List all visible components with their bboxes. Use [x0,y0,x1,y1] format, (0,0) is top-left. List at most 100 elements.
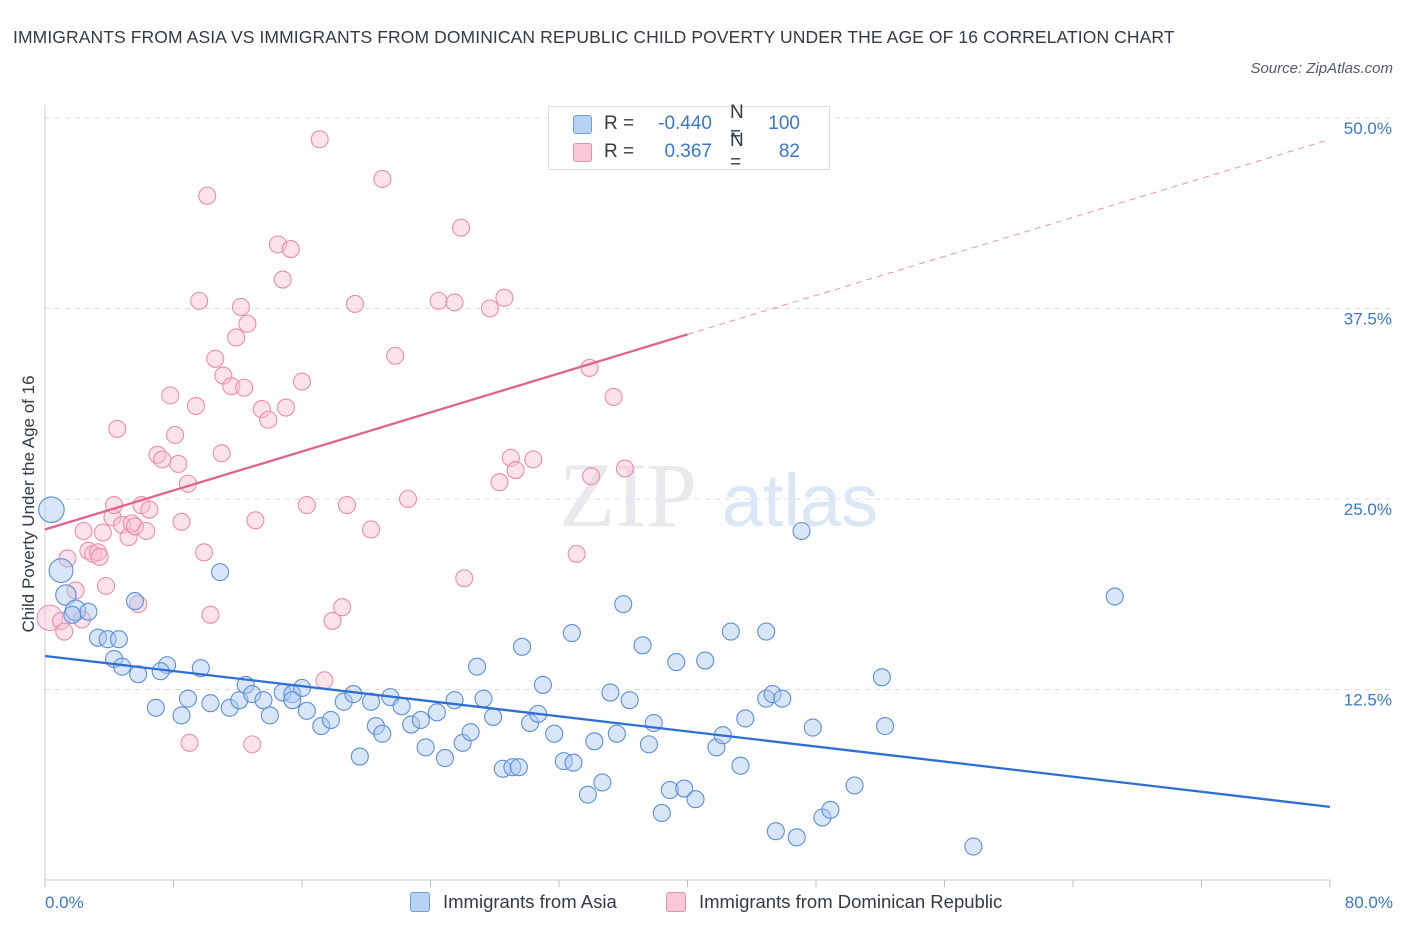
point-dominican [615,459,634,478]
legend-r-value: 0.367 [664,141,712,162]
point-asia [411,710,430,730]
point-asia [736,709,755,728]
legend-item-dominican[interactable]: Immigrants from Dominican Republic [666,889,1002,915]
point-asia [220,698,239,717]
axes [44,105,1331,887]
legend-n-value: 100 [768,113,800,134]
point-asia [172,706,191,725]
data-points [36,130,1124,856]
x-tick-label: 0.0% [45,893,84,912]
point-dominican [119,528,138,547]
legend-item-asia[interactable]: Immigrants from Asia [410,889,617,915]
point-asia [334,692,353,711]
watermark-atlas: atlas [722,459,878,542]
point-asia [373,724,392,743]
point-asia [125,592,144,611]
point-asia [757,689,776,708]
trend-line-dominican [44,333,688,531]
point-asia [201,694,220,713]
point-asia [876,717,895,736]
point-asia [211,563,230,582]
point-dominican [276,398,295,417]
point-dominican [198,186,217,205]
point-dominican [153,450,172,469]
point-asia [562,624,581,643]
point-asia [254,691,273,710]
point-dominican [315,671,334,690]
point-asia [509,758,528,777]
x-tick-label: 80.0% [1345,893,1393,912]
trend-line-asia [44,654,1331,808]
point-asia [763,685,782,704]
point-asia [402,715,421,734]
point-asia [773,689,792,708]
point-dominican [180,733,199,752]
point-dominican [362,520,381,539]
point-dominican [506,460,525,480]
point-dominican [79,541,98,560]
point-asia [872,668,891,687]
point-asia [821,800,840,819]
point-dominican [345,294,365,313]
point-asia [435,749,455,768]
point-asia [533,675,552,694]
point-dominican [259,410,278,429]
gridlines [45,117,1392,690]
point-asia [191,659,210,678]
point-dominican [373,169,392,189]
point-asia [564,753,583,772]
point-dominican [386,346,405,365]
watermark-zip: ZIP [559,444,697,546]
watermark: ZIP atlas [559,444,878,546]
point-dominican [323,611,342,630]
legend-r-label: R = [604,141,635,162]
y-tick-label: 37.5% [1344,310,1392,329]
point-dominican [96,576,116,595]
trend-line-extension-dominican [687,138,1331,335]
legend-swatch-asia [573,114,592,134]
point-dominican [235,378,254,397]
point-asia [639,735,659,754]
point-asia [593,773,612,792]
point-asia [366,717,385,736]
point-asia [146,698,165,717]
point-asia [468,657,487,676]
point-dominican [190,291,209,310]
y-tick-label: 12.5% [1344,691,1392,710]
legend-row-asia: R = -0.440 N = 100 [573,102,800,145]
point-dominican [74,521,93,541]
point-asia [63,605,82,624]
point-asia [601,683,620,702]
legend-n-label: N = [730,102,744,145]
point-asia [48,558,74,584]
point-asia [696,651,715,670]
stats-legend: R = -0.440 N = 100 R = 0.367 N = 82 [548,102,830,173]
point-asia [88,628,108,647]
point-asia [445,691,464,710]
point-dominican [194,543,214,562]
point-dominican [273,270,292,289]
point-asia [484,707,503,726]
point-dominican [524,450,543,469]
point-asia [545,724,564,743]
point-dominican [137,521,156,541]
point-dominican [129,595,148,614]
legend-label-asia: Immigrants from Asia [443,891,617,912]
point-asia [845,776,864,795]
point-asia [344,685,363,704]
point-dominican [231,297,251,317]
point-dominican [93,523,112,542]
point-dominican [480,299,499,318]
legend-swatch-asia [410,892,430,912]
point-asia [578,785,597,804]
point-asia [803,718,822,737]
chart-title: IMMIGRANTS FROM ASIA VS IMMIGRANTS FROM … [13,27,1175,47]
point-dominican [186,396,206,416]
point-asia [392,697,411,716]
point-asia [55,584,77,606]
point-asia [686,790,705,809]
point-asia [607,724,626,743]
y-tick-label: 50.0% [1344,119,1392,138]
point-asia [109,630,128,649]
